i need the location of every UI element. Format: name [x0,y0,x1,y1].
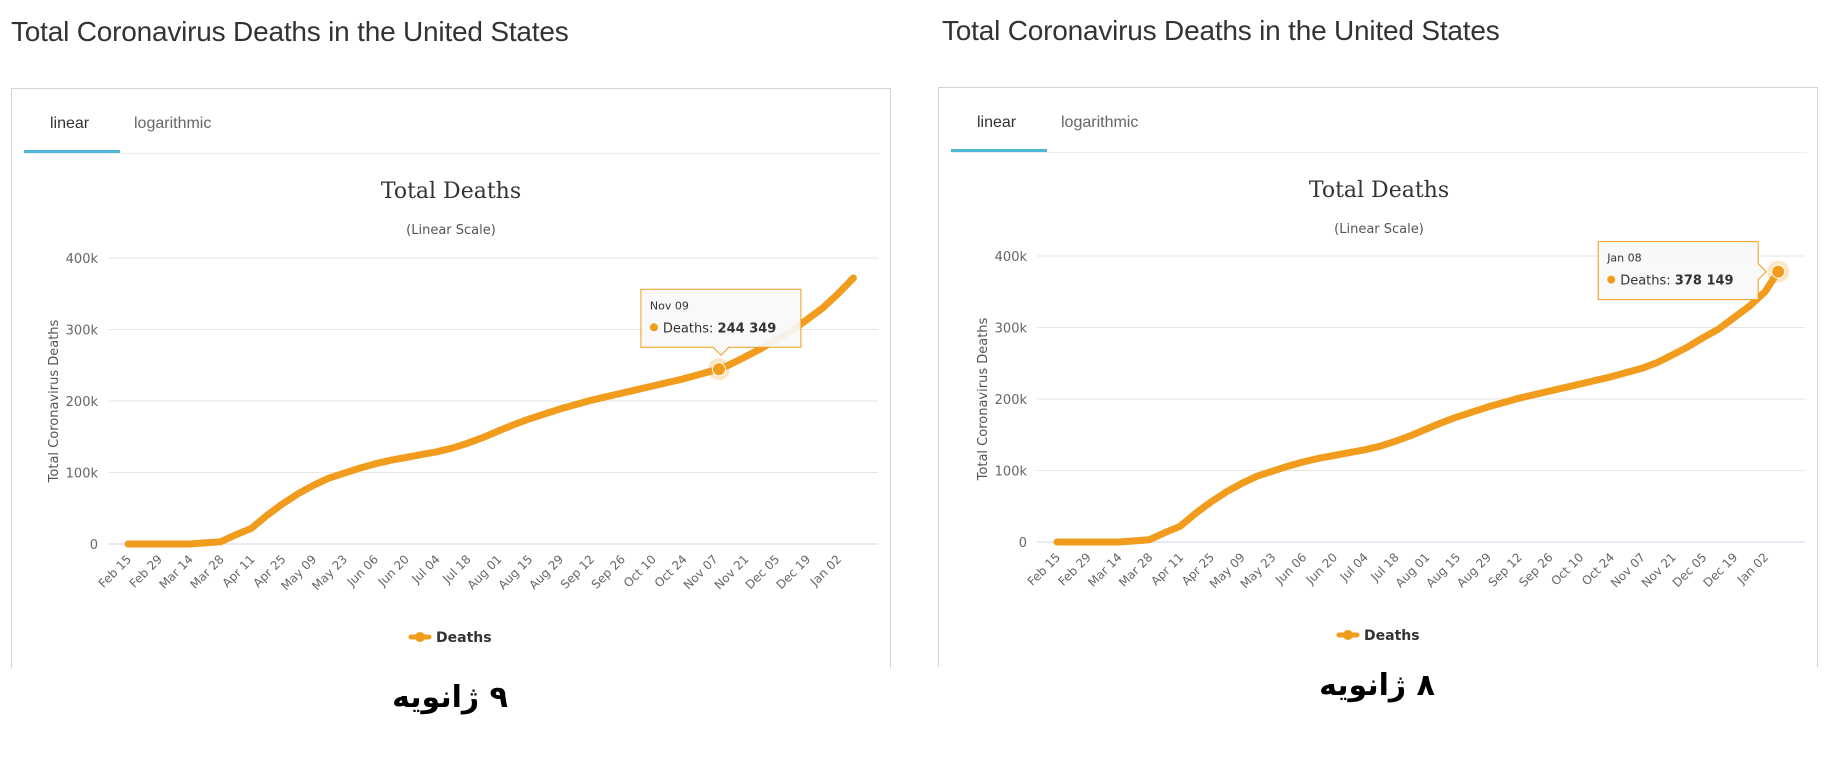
tooltip-box [1597,241,1767,301]
tooltip-value-number: 378 149 [1675,274,1734,289]
x-tick-label: Mar 28 [187,552,226,591]
tooltip: Jan 08 Deaths: 378 149 [1597,241,1767,301]
legend[interactable]: Deaths [1336,628,1420,644]
y-tick-label: 200k [995,393,1028,408]
y-tick-label: 0 [1019,536,1027,551]
page-title: Total Coronavirus Deaths in the United S… [11,16,569,47]
tooltip-date: Jan 08 [1606,252,1641,265]
x-tick-label: Oct 10 [621,552,659,590]
x-tick-label: Jul 04 [1337,550,1371,584]
x-tick-label: Jun 06 [1272,550,1309,587]
y-tick-label: 400k [995,250,1028,265]
x-tick-label: Oct 10 [1548,550,1586,588]
chart-subtitle: (Linear Scale) [1334,222,1424,237]
legend-marker-icon [1343,630,1353,640]
x-tick-label: Jun 06 [344,552,381,589]
chart-title: Total Deaths [381,179,521,204]
y-tick-label: 0 [90,538,98,553]
chart-card: linear logarithmic [11,88,891,668]
y-tick-label: 100k [66,467,99,482]
hover-point [711,362,726,377]
tooltip-series-dot [649,323,658,332]
tooltip-value-number: 244 349 [718,321,777,336]
legend[interactable]: Deaths [408,630,492,646]
y-axis-label: Total Coronavirus Deaths [976,317,991,481]
x-tick-label: Feb 15 [96,552,134,590]
legend-marker-icon [415,632,425,642]
x-tick-label: Aug 29 [526,552,566,592]
x-tick-label: Apr 11 [220,552,258,590]
legend-label-deaths: Deaths [436,630,492,646]
tab-linear[interactable]: linear [50,115,90,132]
tooltip-box [640,288,802,356]
x-tick-label: Aug 29 [1454,550,1494,590]
tooltip: Nov 09 Deaths: 244 349 [640,288,802,356]
x-tick-label: Mar 28 [1116,550,1155,589]
y-tick-label: 100k [995,465,1028,480]
deaths-line-chart: Total Deaths (Linear Scale) Total Coronavi… [47,179,878,646]
x-tick-label: Jan 02 [1734,550,1771,587]
y-tick-label: 300k [995,322,1028,337]
chart-card: linear logarithmic [938,87,1818,667]
tooltip-series-dot [1607,275,1616,284]
y-tick-label: 300k [66,324,99,339]
x-tick-label: Sep 26 [589,552,628,591]
x-tick-label: Jul 04 [408,552,442,586]
active-tab-indicator [24,150,120,153]
y-tick-label: 200k [66,395,99,410]
x-tick-label: Feb 15 [1025,550,1063,588]
chart-title: Total Deaths [1309,178,1449,203]
page-title: Total Coronavirus Deaths in the United S… [942,15,1500,46]
deaths-line-chart: Total Deaths (Linear Scale) Total Coronavi… [976,178,1805,644]
tooltip-series-label: Deaths: [663,321,718,336]
y-tick-label: 400k [66,252,99,267]
date-caption: ۸ ژانویه [1319,668,1435,703]
y-axis-label: Total Coronavirus Deaths [47,319,62,483]
x-tick-label: Jan 02 [807,552,844,589]
tab-logarithmic[interactable]: logarithmic [1061,114,1139,131]
active-tab-indicator [951,149,1047,152]
x-tick-label: Dec 19 [1701,550,1741,590]
date-caption: ۹ ژانویه [392,680,508,715]
series-line-deaths [1053,268,1782,546]
tab-linear[interactable]: linear [977,114,1017,131]
tooltip-date: Nov 09 [650,299,689,312]
legend-label-deaths: Deaths [1364,628,1420,644]
tooltip-value: Deaths: 378 149 [1620,274,1733,289]
tab-logarithmic[interactable]: logarithmic [134,115,212,132]
chart-subtitle: (Linear Scale) [406,223,496,238]
hover-point [1771,264,1786,279]
x-tick-label: Jun 20 [375,552,412,589]
scale-tabs: linear logarithmic [24,89,880,154]
series-line-deaths [124,274,857,548]
tooltip-series-label: Deaths: [1620,274,1675,289]
x-tick-label: Apr 11 [1148,550,1186,588]
x-tick-label: Sep 26 [1516,550,1555,589]
x-tick-label: Dec 19 [773,552,813,592]
scale-tabs: linear logarithmic [951,88,1807,153]
tooltip-value: Deaths: 244 349 [663,321,776,336]
panel-jan-9: Total Coronavirus Deaths in the United S… [0,0,900,763]
x-tick-label: Jun 20 [1303,550,1340,587]
panel-jan-8: Total Coronavirus Deaths in the United S… [927,0,1827,763]
